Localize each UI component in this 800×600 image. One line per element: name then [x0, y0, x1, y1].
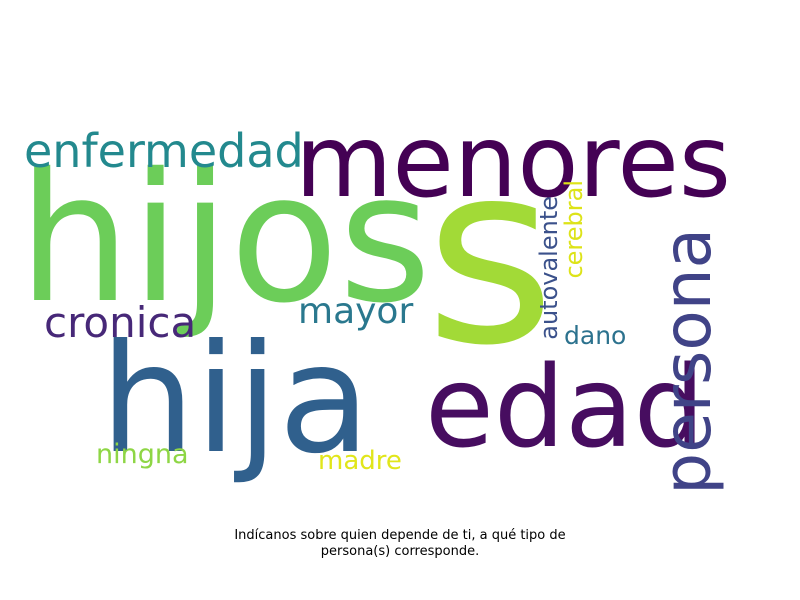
- word-mayor: mayor: [298, 291, 414, 332]
- word-madre: madre: [318, 446, 402, 476]
- word-cerebral: cerebral: [560, 180, 588, 279]
- word-autovalente: autovalente: [535, 196, 563, 340]
- word-ningna: ningna: [96, 439, 189, 470]
- word-persona: persona: [649, 228, 726, 495]
- word-dano: dano: [564, 321, 627, 350]
- word-hija: hija: [100, 313, 371, 487]
- caption: Indícanos sobre quien depende de ti, a q…: [0, 528, 800, 560]
- word-s: s: [425, 109, 556, 400]
- word-menores: menores: [295, 103, 732, 220]
- word-cronica: cronica: [44, 298, 197, 347]
- caption-line-2: persona(s) corresponde.: [320, 544, 480, 559]
- word-hijos: hijos: [18, 135, 432, 342]
- caption-line-1: Indícanos sobre quien depende de ti, a q…: [234, 528, 566, 543]
- word-edad: edad: [425, 343, 705, 473]
- word-enfermedad: enfermedad: [24, 124, 304, 178]
